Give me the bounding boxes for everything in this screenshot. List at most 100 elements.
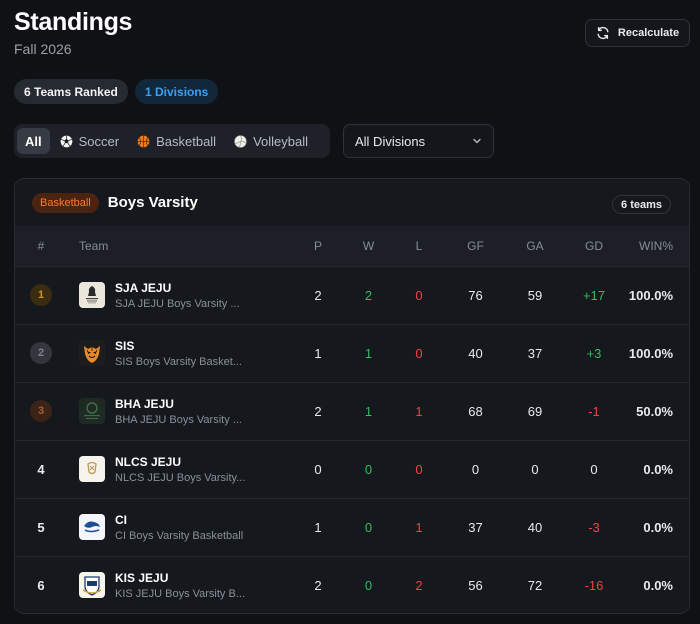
team-subtitle: CI Boys Varsity Basketball <box>115 529 244 542</box>
table-row[interactable]: 6 KIS JEJU KIS JEJU Boys Varsity B... 2 … <box>15 556 689 613</box>
teams-ranked-badge: 6 Teams Ranked <box>14 79 128 104</box>
rank-badge-bronze: 3 <box>30 400 52 422</box>
rank-badge-silver: 2 <box>30 342 52 364</box>
cell-played: 0 <box>314 461 322 477</box>
team-subtitle: SJA JEJU Boys Varsity ... <box>115 297 240 310</box>
cell-losses: 0 <box>415 345 423 361</box>
cell-wins: 1 <box>364 403 373 419</box>
team-subtitle: SIS Boys Varsity Basket... <box>115 355 242 368</box>
soccer-ball-icon <box>60 135 72 147</box>
page-header: Standings Fall 2026 <box>14 8 132 57</box>
cell-goals-for: 0 <box>471 461 480 477</box>
cell-wins: 0 <box>364 461 373 477</box>
sport-badge: Basketball <box>32 192 99 213</box>
division-standings-card: Basketball Boys Varsity 6 teams # Team P… <box>14 178 690 614</box>
col-rank: # <box>37 238 45 253</box>
cell-goal-diff: -1 <box>588 403 600 419</box>
col-goal-diff: GD <box>585 238 603 253</box>
col-played: P <box>313 238 322 253</box>
team-logo-nlcs <box>79 456 105 482</box>
table-row[interactable]: 3 BHA JEJU BHA JEJU Boys Varsity ... 2 1… <box>15 382 689 440</box>
team-name: BHA JEJU <box>115 396 174 411</box>
team-logo-sja <box>79 282 105 308</box>
season-label: Fall 2026 <box>14 41 72 57</box>
cell-goals-for: 68 <box>468 403 483 419</box>
team-name: NLCS JEJU <box>115 454 182 469</box>
cell-goal-diff: +17 <box>582 287 606 303</box>
card-header: Basketball Boys Varsity 6 teams <box>15 179 689 226</box>
cell-played: 2 <box>314 577 322 593</box>
chevron-down-icon <box>473 138 481 144</box>
team-name: CI <box>115 512 127 527</box>
col-losses: L <box>415 238 423 253</box>
tab-all-label: All <box>25 133 42 149</box>
cell-goals-against: 59 <box>527 287 543 303</box>
tab-soccer-label: Soccer <box>78 133 120 149</box>
recalculate-button[interactable]: Recalculate <box>585 19 690 47</box>
team-name: SJA JEJU <box>115 280 172 295</box>
cell-goals-against: 0 <box>531 461 539 477</box>
cell-losses: 1 <box>415 403 423 419</box>
cell-goal-diff: +3 <box>586 345 602 361</box>
tab-volleyball-label: Volleyball <box>253 133 309 149</box>
cell-goals-against: 37 <box>527 345 543 361</box>
cell-goal-diff: 0 <box>590 461 598 477</box>
tab-soccer[interactable]: Soccer <box>52 128 127 154</box>
col-wins: W <box>362 238 375 253</box>
team-logo-ci <box>79 514 105 540</box>
cell-goals-against: 40 <box>527 519 543 535</box>
cell-goals-for: 37 <box>468 519 483 535</box>
standings-table: # Team P W L GF GA GD WIN% 1 S <box>15 226 689 613</box>
cell-goals-for: 40 <box>468 345 483 361</box>
tab-basketball[interactable]: Basketball <box>129 128 224 154</box>
rank-number: 4 <box>37 461 45 477</box>
rank-number: 5 <box>37 519 45 535</box>
division-select-value: All Divisions <box>355 133 426 149</box>
cell-win-pct: 0.0% <box>643 519 673 535</box>
team-logo-kis <box>79 572 105 599</box>
team-subtitle: BHA JEJU Boys Varsity ... <box>115 413 242 426</box>
divisions-badge: 1 Divisions <box>135 79 219 104</box>
cell-win-pct: 0.0% <box>643 461 673 477</box>
cell-goals-against: 72 <box>527 577 543 593</box>
tab-all[interactable]: All <box>17 128 50 154</box>
table-header-row: # Team P W L GF GA GD WIN% <box>15 226 689 266</box>
cell-wins: 1 <box>364 345 373 361</box>
tab-basketball-label: Basketball <box>156 133 217 149</box>
cell-wins: 2 <box>364 287 373 303</box>
team-name: KIS JEJU <box>115 570 169 585</box>
division-title: Boys Varsity <box>107 194 198 211</box>
table-row[interactable]: 5 CI CI Boys Varsity Basketball 1 0 1 37… <box>15 498 689 556</box>
team-count-badge: 6 teams <box>612 195 671 214</box>
table-row[interactable]: 1 SJA JEJU SJA JEJU Boys Varsity ... 2 2… <box>15 266 689 324</box>
cell-played: 2 <box>314 403 322 419</box>
col-win-pct: WIN% <box>639 238 673 253</box>
cell-wins: 0 <box>364 519 373 535</box>
page-title: Standings <box>14 8 133 36</box>
col-goals-against: GA <box>526 238 544 253</box>
table-row[interactable]: 4 NLCS JEJU NLCS JEJU Boys Varsity... 0 … <box>15 440 689 498</box>
cell-played: 1 <box>314 345 322 361</box>
cell-goals-for: 56 <box>468 577 483 593</box>
cell-losses: 1 <box>415 519 423 535</box>
team-logo-sis <box>79 340 105 366</box>
division-select[interactable]: All Divisions <box>343 124 494 158</box>
team-subtitle: NLCS JEJU Boys Varsity... <box>115 471 246 484</box>
cell-win-pct: 100.0% <box>628 345 673 361</box>
sport-filter-tabs: All Soccer Basketball Volleyball <box>14 124 330 158</box>
cell-win-pct: 0.0% <box>643 577 673 593</box>
cell-losses: 0 <box>415 461 423 477</box>
cell-goal-diff: -3 <box>588 519 600 535</box>
team-name: SIS <box>115 338 135 353</box>
table-row[interactable]: 2 SIS SIS Boys Varsity Basket... 1 1 0 4… <box>15 324 689 382</box>
rank-badge-gold: 1 <box>30 284 52 306</box>
tab-volleyball[interactable]: Volleyball <box>226 128 316 154</box>
cell-played: 1 <box>314 519 322 535</box>
volleyball-icon <box>234 134 247 148</box>
cell-goals-against: 69 <box>527 403 543 419</box>
refresh-icon <box>597 26 609 40</box>
cell-losses: 0 <box>415 287 423 303</box>
col-team: Team <box>79 238 109 253</box>
cell-goal-diff: -16 <box>584 577 604 593</box>
cell-wins: 0 <box>364 577 373 593</box>
